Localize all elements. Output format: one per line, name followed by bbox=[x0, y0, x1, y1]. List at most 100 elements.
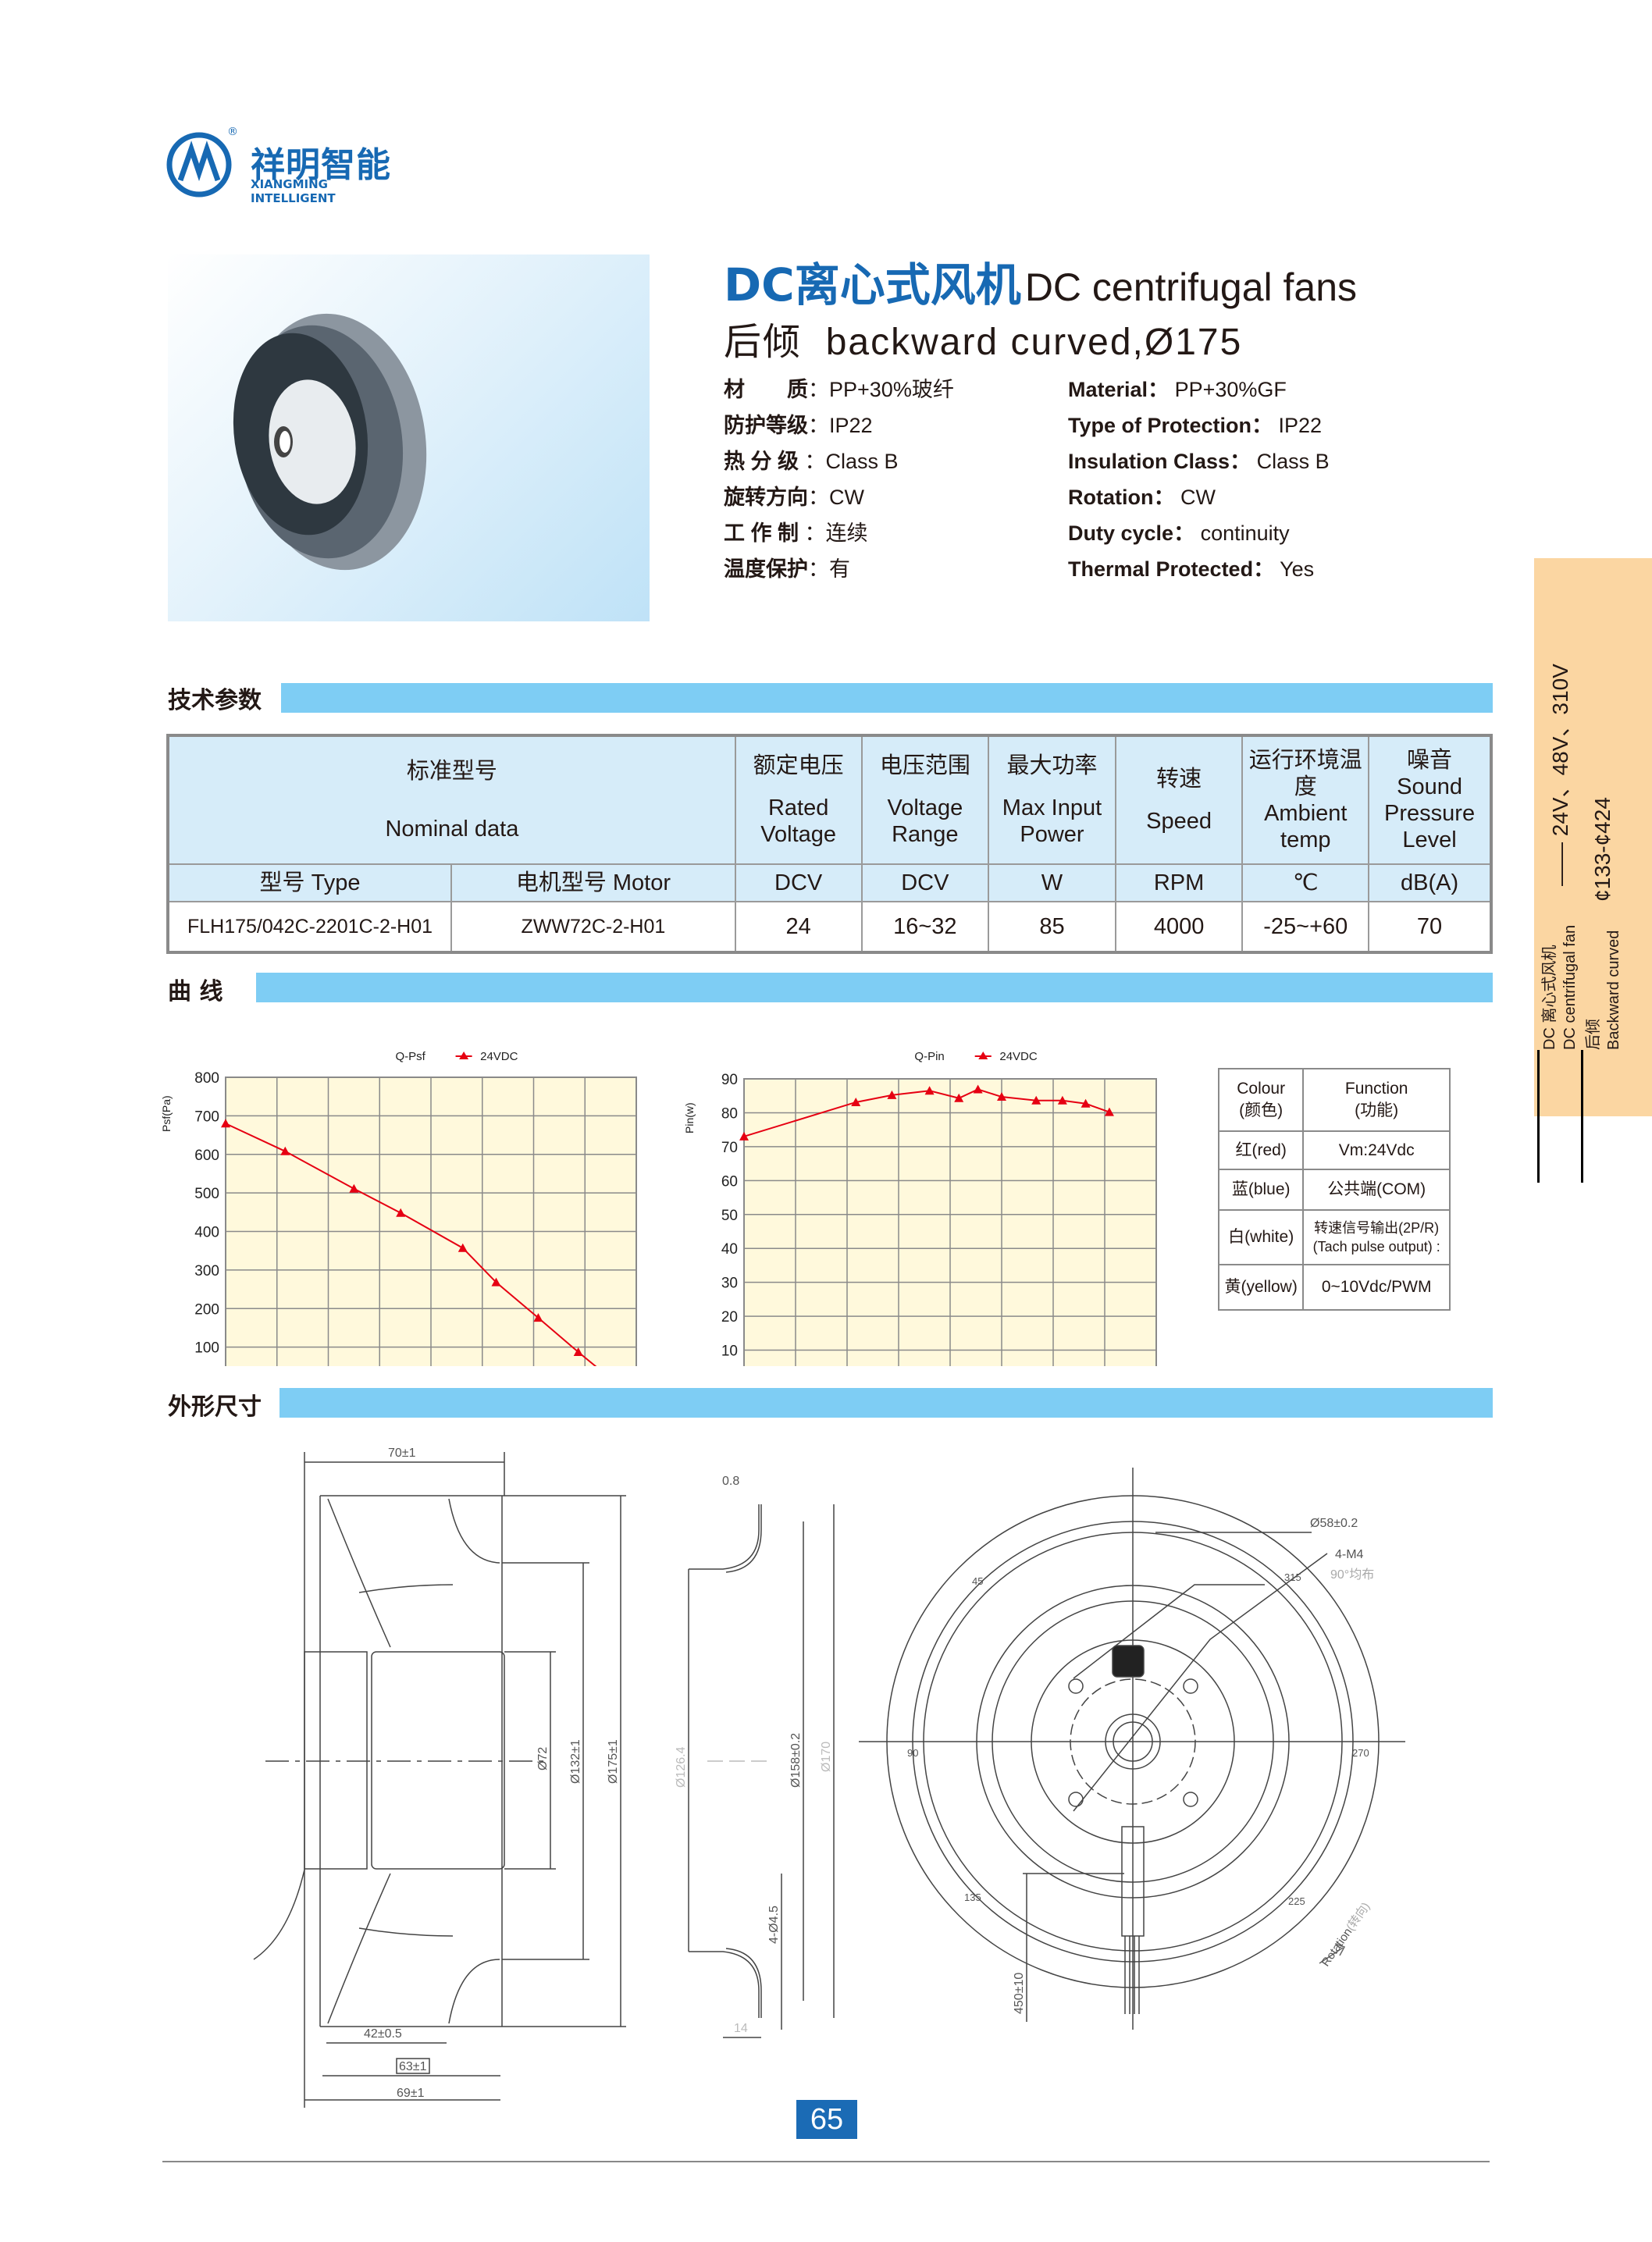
unit-cell: RPM bbox=[1114, 863, 1244, 902]
y-tick-label: 600 bbox=[194, 1148, 219, 1164]
spec-row: 热 分 级 ：Class B bbox=[724, 450, 899, 473]
value-cell: -25~+60 bbox=[1241, 901, 1370, 953]
unit-cell: DCV bbox=[734, 863, 863, 902]
tab-marker bbox=[1581, 1050, 1583, 1183]
spec-row: 工 作 制 ：连续 bbox=[724, 521, 868, 545]
y-axis-label: Pin(w) bbox=[683, 1102, 696, 1133]
brand-logo: ® 祥明智能 XIANGMING INTELLIGENT bbox=[166, 126, 416, 205]
page-subtitle: 后倾 backward curved,Ø175 bbox=[724, 311, 1242, 365]
y-tick-label: 30 bbox=[721, 1276, 738, 1292]
data-point bbox=[851, 1097, 861, 1106]
data-point bbox=[887, 1090, 897, 1099]
unit-cell: dB(A) bbox=[1368, 863, 1492, 902]
data-point bbox=[924, 1086, 935, 1095]
data-point bbox=[491, 1277, 501, 1286]
legend-label: 24VDC bbox=[480, 1050, 518, 1063]
y-tick-label: 90 bbox=[721, 1072, 738, 1088]
dim-l2: 63±1 bbox=[399, 2060, 427, 2073]
dim-outer-diameter: Ø175±1 bbox=[607, 1739, 620, 1784]
data-point bbox=[573, 1347, 583, 1357]
spec-row: 旋转方向：CW bbox=[724, 486, 864, 509]
page-title: DC离心式风机 DC centrifugal fans bbox=[724, 248, 1357, 314]
colour-header: Colour (颜色) bbox=[1217, 1068, 1305, 1132]
brand-logo-icon bbox=[166, 132, 232, 198]
unit-cell: DCV bbox=[860, 863, 990, 902]
data-point bbox=[349, 1183, 359, 1193]
y-axis-label: Psf(Pa) bbox=[160, 1095, 173, 1132]
col-header: 额定电压 Rated Voltage bbox=[734, 735, 863, 865]
y-tick-label: 50 bbox=[721, 1208, 738, 1224]
dim-holes: 4-Ø4.5 bbox=[767, 1906, 781, 1944]
function-header: Function (功能) bbox=[1302, 1068, 1451, 1132]
dim-depth: 14 bbox=[734, 2022, 748, 2035]
col-header: 运行环境温度 Ambient temp bbox=[1241, 735, 1370, 865]
data-point bbox=[1057, 1095, 1067, 1105]
subtitle-cn: 后倾 bbox=[724, 322, 803, 363]
dim-shroud-d1: Ø126.4 bbox=[675, 1746, 688, 1788]
spec-row: 防护等级：IP22 bbox=[724, 414, 873, 437]
table-row: FLH175/042C-2201C-2-H01 ZWW72C-2-H01 24 … bbox=[166, 901, 1492, 953]
motor-header: 电机型号 Motor bbox=[450, 863, 736, 902]
y-tick-label: 70 bbox=[721, 1140, 738, 1156]
angle-label: 225 bbox=[1288, 1895, 1305, 1907]
value-cell: 24 bbox=[734, 901, 863, 953]
table-row: 蓝(blue) 公共端(COM) bbox=[1217, 1169, 1451, 1211]
dim-shroud-d3: Ø170 bbox=[820, 1742, 833, 1772]
y-tick-label: 20 bbox=[721, 1309, 738, 1326]
brand-name-en: XIANGMING INTELLIGENT bbox=[251, 177, 336, 205]
type-cell: FLH175/042C-2201C-2-H01 bbox=[166, 901, 453, 953]
y-tick-label: 80 bbox=[721, 1105, 738, 1122]
value-cell: 4000 bbox=[1114, 901, 1244, 953]
y-tick-label: 10 bbox=[721, 1343, 738, 1360]
y-tick-label: 800 bbox=[194, 1070, 219, 1087]
dim-motor-diameter: Ø72 bbox=[536, 1747, 550, 1770]
side-category-tab: —— 24V、48V、310V ¢133-¢424 DC 离心式风机 DC ce… bbox=[1534, 558, 1652, 1183]
table-row: 白(white) 转速信号输出(2P/R) (Tach pulse output) … bbox=[1217, 1209, 1451, 1265]
type-header: 型号 Type bbox=[166, 863, 453, 902]
y-tick-label: 40 bbox=[721, 1241, 738, 1258]
spec-row: Rotation： CW bbox=[1068, 486, 1216, 509]
specs-en: Material： PP+30%GF Type of Protection： I… bbox=[1068, 372, 1330, 587]
section-bar bbox=[281, 683, 1493, 713]
nominal-header: 标准型号 Nominal data bbox=[167, 735, 736, 865]
angle-label: 135 bbox=[964, 1891, 981, 1903]
side-view-drawing bbox=[253, 1452, 626, 2108]
angle-label: 90 bbox=[907, 1747, 918, 1759]
section-title-curve: 曲 线 bbox=[168, 978, 223, 1005]
legend-label: 24VDC bbox=[999, 1050, 1038, 1063]
rotation-label: Rotation(转向) bbox=[1319, 1900, 1373, 1969]
data-point bbox=[280, 1146, 290, 1155]
col-header: 电压范围 Voltage Range bbox=[860, 735, 990, 865]
data-point bbox=[221, 1119, 230, 1128]
dim-lead-length: 450±10 bbox=[1013, 1973, 1026, 2014]
legend-marker bbox=[459, 1052, 469, 1059]
value-cell: 85 bbox=[988, 901, 1116, 953]
data-point bbox=[954, 1093, 964, 1102]
dim-screws-note: 90°均布 bbox=[1330, 1568, 1374, 1582]
chart-title: Q-Psf bbox=[396, 1050, 426, 1063]
tab-marker bbox=[1537, 1050, 1540, 1183]
data-point bbox=[1104, 1107, 1114, 1116]
subtitle-en: backward curved,Ø175 bbox=[825, 322, 1243, 363]
col-header: 噪音 Sound Pressure Level bbox=[1368, 735, 1492, 865]
shroud-section-drawing bbox=[688, 1504, 835, 2038]
section-bar bbox=[279, 1388, 1493, 1418]
table-row: 黄(yellow) 0~10Vdc/PWM bbox=[1217, 1264, 1451, 1311]
dim-width: 70±1 bbox=[388, 1447, 416, 1460]
value-cell: 70 bbox=[1368, 901, 1492, 953]
spec-row: Type of Protection： IP22 bbox=[1068, 414, 1323, 437]
dim-pcd: Ø58±0.2 bbox=[1310, 1517, 1358, 1530]
spec-row: Thermal Protected： Yes bbox=[1068, 557, 1315, 581]
dim-shroud-d2: Ø158±0.2 bbox=[789, 1733, 803, 1788]
data-point bbox=[1031, 1095, 1041, 1105]
data-point bbox=[396, 1208, 406, 1217]
table-row: 红(red) Vm:24Vdc bbox=[1217, 1130, 1451, 1170]
col-header: 最大功率 Max Input Power bbox=[988, 735, 1116, 865]
angle-label: 45 bbox=[972, 1575, 983, 1587]
motor-cell: ZWW72C-2-H01 bbox=[450, 901, 736, 953]
dim-l3: 69±1 bbox=[397, 2087, 425, 2100]
y-tick-label: 700 bbox=[194, 1109, 219, 1125]
dim-screws: 4-M4 bbox=[1335, 1548, 1364, 1561]
col-header: 转速 Speed bbox=[1114, 735, 1244, 865]
